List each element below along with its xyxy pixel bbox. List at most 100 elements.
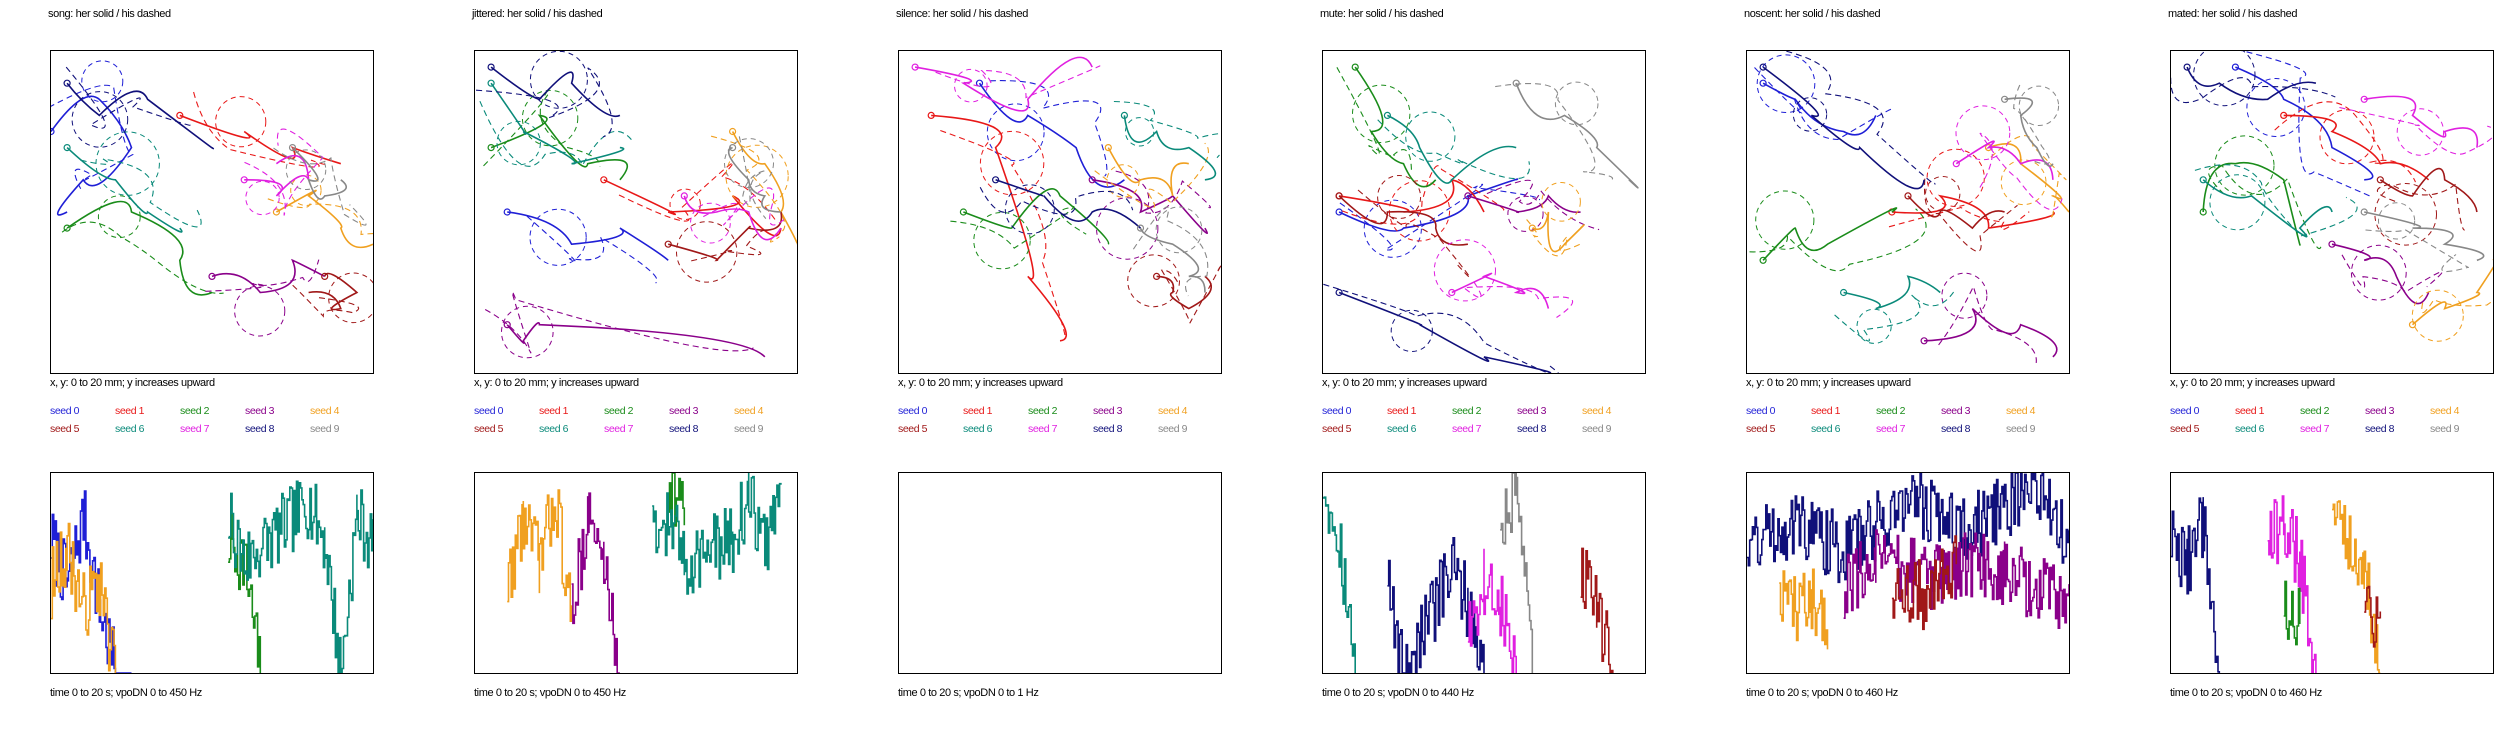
trajectory-his-seed-1 (1888, 206, 2030, 231)
trajectory-her-seed-0 (507, 211, 669, 261)
trajectory-her-seed-6 (1387, 114, 1517, 184)
trajectory-loop (973, 211, 1031, 270)
trajectory-his-seed-6 (479, 100, 632, 167)
legend-item-seed-1: seed 1 (1811, 405, 1841, 417)
trajectory-svg (475, 51, 797, 359)
trajectory-her-seed-8 (995, 179, 1142, 229)
legend-item-seed-6: seed 6 (963, 423, 993, 435)
trajectory-start-marker (1464, 192, 1472, 200)
trajectory-her-seed-2 (66, 200, 213, 296)
legend-item-seed-7: seed 7 (2300, 423, 2330, 435)
trajectory-his-seed-5 (1923, 178, 2018, 252)
trajectory-her-seed-6 (2202, 179, 2333, 238)
legend-item-seed-5: seed 5 (50, 423, 80, 435)
legend-item-seed-4: seed 4 (1158, 405, 1188, 417)
timeseries-seed-2 (668, 473, 686, 527)
timeseries-seed-4 (1779, 568, 1829, 650)
trajectory-start-marker (680, 192, 688, 200)
trajectory-caption: x, y: 0 to 20 mm; y increases upward (2170, 377, 2335, 389)
trajectory-start-marker (927, 111, 935, 120)
panel-5: mated: her solid / his dashed x, y: 0 to … (2168, 0, 2520, 740)
timeseries-seed-8 (2171, 497, 2221, 673)
trajectory-start-marker (729, 143, 737, 152)
timeseries-plot (898, 472, 1222, 674)
panel-1: jittered: her solid / his dashed x, y: 0 … (472, 0, 852, 740)
timeseries-seed-6 (1323, 496, 1356, 673)
trajectory-his-seed-4 (710, 135, 786, 243)
trajectory-plot (50, 50, 374, 374)
trajectory-her-seed-8 (66, 82, 215, 150)
panel-3: mute: her solid / his dashed x, y: 0 to 2… (1320, 0, 1700, 740)
legend: seed 0 seed 1 seed 2 seed 3 seed 4 seed 5 seed… (1322, 405, 1682, 441)
legend-item-seed-6: seed 6 (539, 423, 569, 435)
trajectory-loop (1388, 180, 1451, 242)
trajectory-loop (1127, 254, 1181, 308)
trajectory-loop (1363, 199, 1422, 258)
trajectory-loop (328, 272, 373, 324)
trajectory-start-marker (2183, 63, 2191, 71)
trajectory-her-seed-0 (1338, 178, 1519, 232)
timeseries-plot (50, 472, 374, 674)
legend-item-seed-8: seed 8 (1093, 423, 1123, 435)
timeseries-caption: time 0 to 20 s; vpoDN 0 to 1 Hz (898, 687, 1039, 699)
legend-item-seed-3: seed 3 (1093, 405, 1123, 417)
trajectory-loop (1755, 190, 1815, 250)
legend-item-seed-2: seed 2 (1452, 405, 1482, 417)
legend-item-seed-2: seed 2 (1028, 405, 1058, 417)
legend-item-seed-8: seed 8 (2365, 423, 2395, 435)
timeseries-seed-4 (507, 489, 573, 622)
trajectory-his-seed-4 (267, 198, 373, 236)
trajectory-her-seed-2 (2202, 161, 2301, 246)
trajectory-start-marker (1153, 272, 1161, 280)
trajectory-his-seed-2 (1747, 208, 1927, 272)
legend-item-seed-6: seed 6 (2235, 423, 2265, 435)
trajectory-her-seed-8 (2186, 66, 2317, 101)
trajectory-start-marker (487, 143, 495, 152)
trajectory-loop (81, 60, 124, 103)
trajectory-his-seed-5 (2376, 183, 2466, 231)
legend-item-seed-1: seed 1 (1387, 405, 1417, 417)
trajectory-plot (1746, 50, 2070, 374)
trajectory-her-seed-6 (1843, 275, 1941, 310)
trajectory-start-marker (1351, 63, 1359, 71)
legend-item-seed-4: seed 4 (2430, 405, 2460, 417)
trajectory-his-seed-9 (2365, 229, 2469, 273)
trajectory-loop (1941, 272, 1988, 319)
trajectory-her-seed-3 (2331, 243, 2430, 305)
trajectory-her-seed-5 (2379, 167, 2478, 213)
timeseries-caption: time 0 to 20 s; vpoDN 0 to 450 Hz (474, 687, 626, 699)
trajectory-start-marker (2001, 95, 2009, 103)
trajectory-start-marker (240, 176, 248, 184)
trajectory-her-seed-9 (291, 147, 347, 200)
legend-item-seed-7: seed 7 (1452, 423, 1482, 435)
timeseries-plot (474, 472, 798, 674)
legend-item-seed-9: seed 9 (2006, 423, 2036, 435)
legend-item-seed-3: seed 3 (669, 405, 699, 417)
trajectory-loop (2193, 51, 2256, 107)
legend-item-seed-2: seed 2 (604, 405, 634, 417)
timeseries-caption: time 0 to 20 s; vpoDN 0 to 460 Hz (2170, 687, 2322, 699)
legend-item-seed-7: seed 7 (1876, 423, 1906, 435)
trajectory-start-marker (1759, 79, 1767, 87)
trajectory-his-seed-1 (618, 162, 776, 222)
trajectory-her-seed-9 (728, 146, 781, 213)
trajectory-loop (676, 221, 738, 283)
trajectory-start-marker (503, 208, 511, 216)
legend-item-seed-8: seed 8 (245, 423, 275, 435)
trajectory-plot (1322, 50, 1646, 374)
trajectory-her-seed-7 (1451, 272, 1550, 309)
timeseries-seed-2 (2283, 580, 2301, 646)
trajectory-start-marker (1759, 256, 1767, 264)
trajectory-loop (1377, 175, 1422, 219)
timeseries-seed-4 (51, 522, 117, 673)
legend-item-seed-3: seed 3 (1941, 405, 1971, 417)
legend: seed 0 seed 1 seed 2 seed 3 seed 4 seed 5 seed… (898, 405, 1258, 441)
trajectory-her-seed-9 (1515, 82, 1639, 189)
timeseries-seed-0 (51, 490, 132, 673)
panel-title: silence: her solid / his dashed (896, 8, 1028, 20)
trajectory-her-seed-8 (1762, 66, 1925, 190)
trajectory-his-seed-7 (2339, 106, 2493, 155)
legend-item-seed-0: seed 0 (1322, 405, 1352, 417)
timeseries-seed-8 (1387, 537, 1485, 673)
trajectory-caption: x, y: 0 to 20 mm; y increases upward (898, 377, 1063, 389)
